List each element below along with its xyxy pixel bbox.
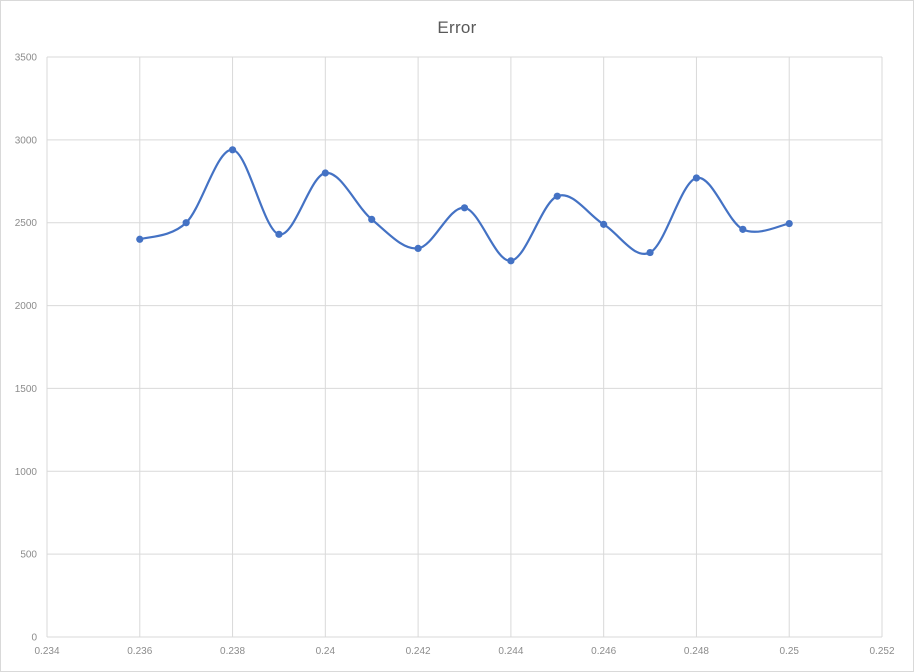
x-tick-label: 0.252 (869, 646, 894, 657)
y-tick-label: 500 (20, 550, 37, 561)
x-tick-label: 0.236 (127, 646, 152, 657)
data-point (321, 169, 329, 177)
data-point (182, 219, 190, 227)
data-point (368, 215, 376, 223)
x-tick-label: 0.244 (498, 646, 523, 657)
data-point (507, 257, 515, 265)
data-point (460, 204, 469, 212)
x-tick-label: 0.248 (684, 646, 709, 657)
data-point (553, 192, 561, 200)
x-tick-label: 0.242 (406, 646, 431, 657)
x-tick-label: 0.25 (779, 646, 799, 657)
y-tick-label: 3000 (15, 135, 38, 146)
y-tick-label: 2000 (15, 301, 38, 312)
y-tick-label: 0 (31, 633, 37, 644)
x-tick-label: 0.24 (316, 646, 336, 657)
axis-labels: 0 500 1000 1500 2000 2500 3000 3500 0.234 0.236 0.… (15, 53, 895, 658)
data-point (275, 230, 283, 238)
grid-layer (46, 56, 883, 638)
data-point (739, 225, 747, 233)
data-point (692, 174, 701, 182)
chart-title: Error (437, 18, 477, 37)
data-point (600, 220, 608, 228)
x-tick-label: 0.246 (591, 646, 616, 657)
data-point (136, 235, 144, 243)
y-tick-label: 1000 (15, 467, 38, 478)
y-tick-label: 2500 (15, 218, 38, 229)
x-tick-label: 0.238 (220, 646, 245, 657)
data-point (785, 219, 793, 228)
series-layer (136, 146, 793, 265)
y-tick-label: 3500 (15, 53, 38, 64)
data-point (414, 244, 422, 252)
y-tick-label: 1500 (15, 384, 38, 395)
data-point (228, 146, 237, 154)
x-tick-label: 0.234 (34, 646, 59, 657)
data-point (646, 248, 654, 257)
